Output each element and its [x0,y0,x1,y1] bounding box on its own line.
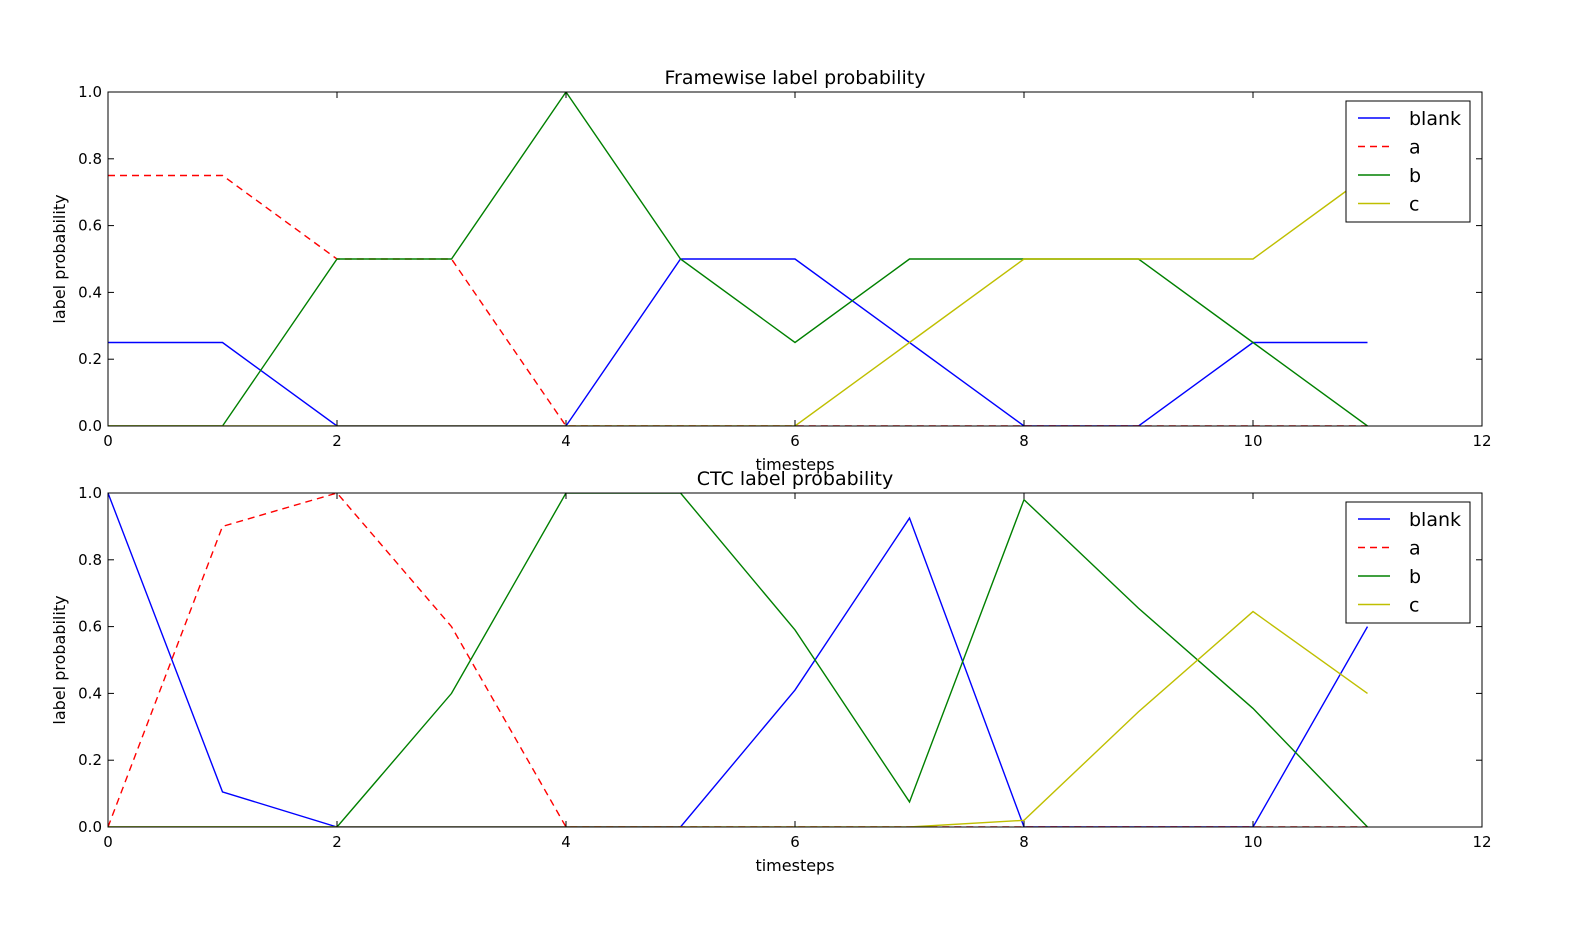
x-tick-label: 6 [790,833,800,851]
axis-layer: 0 2 4 6 8 10 12 0.0 0.2 0.4 0.6 0.8 1.0 [78,484,1491,851]
x-tick-label: 10 [1243,833,1262,851]
series-line-b [108,493,1369,827]
series-line-b [108,92,1368,426]
y-tick-label: 1.0 [78,83,102,101]
x-tick-label: 8 [1019,833,1029,851]
x-tick-label: 0 [103,833,113,851]
x-tick-label: 2 [332,432,342,450]
y-tick-label: 0.0 [78,417,102,435]
x-tick-label: 4 [561,432,571,450]
series-layer [108,92,1368,426]
series-line-c [108,610,1368,827]
legend-label-b: b [1409,165,1421,187]
y-tick-label: 0.8 [78,150,102,168]
legend-box [1345,100,1471,223]
x-tick-label: 12 [1472,833,1491,851]
y-tick-label: 0.2 [78,751,102,769]
legend: blank abc [1345,100,1471,223]
y-tick-label: 0.2 [78,350,102,368]
series-line-blank [108,258,1368,426]
x-tick-label: 4 [561,833,571,851]
x-tick-label: 10 [1243,432,1262,450]
legend: blank abc [1345,501,1471,624]
plot-frame [107,492,1483,828]
series-line-a [108,493,1368,827]
y-tick-label: 0.8 [78,551,102,569]
x-axis-label: timesteps [755,856,834,875]
x-tick-label: 2 [332,833,342,851]
x-tick-label: 8 [1019,432,1029,450]
legend-label-c: c [1409,595,1419,617]
x-tick-label: 0 [103,432,113,450]
y-tick-label: 0.6 [78,217,102,235]
y-tick-label: 1.0 [78,484,102,502]
legend-box [1345,501,1471,624]
x-axis-label: timesteps [755,455,834,474]
chart-title: Framewise label probability [664,67,925,89]
y-tick-label: 0.4 [78,283,102,301]
series-line-blank [108,493,1369,827]
y-axis-label: label probability [50,194,69,323]
legend-label-blank: blank [1409,509,1461,531]
chart-ctc: 0 2 4 6 8 10 12 0.0 0.2 0.4 0.6 0.8 1.0 CTC label pr… [50,468,1492,875]
series-line-c [108,174,1368,426]
axis-layer: 0 2 4 6 8 10 12 0.0 0.2 0.4 0.6 0.8 1.0 [78,83,1491,450]
x-tick-label: 6 [790,432,800,450]
y-tick-label: 0.4 [78,684,102,702]
legend-label-a: a [1409,137,1421,159]
y-axis-label: label probability [50,595,69,724]
series-line-a [108,174,1368,426]
series-layer [108,493,1369,827]
chart-framewise: 0 2 4 6 8 10 12 0.0 0.2 0.4 0.6 0.8 1.0 Framewise la… [50,67,1492,474]
legend-label-b: b [1409,566,1421,588]
chart-title: CTC label probability [697,468,893,490]
y-tick-label: 0.6 [78,618,102,636]
legend-label-c: c [1409,194,1419,216]
y-tick-label: 0.0 [78,818,102,836]
x-tick-label: 12 [1472,432,1491,450]
legend-label-a: a [1409,538,1421,560]
legend-label-blank: blank [1409,108,1461,130]
